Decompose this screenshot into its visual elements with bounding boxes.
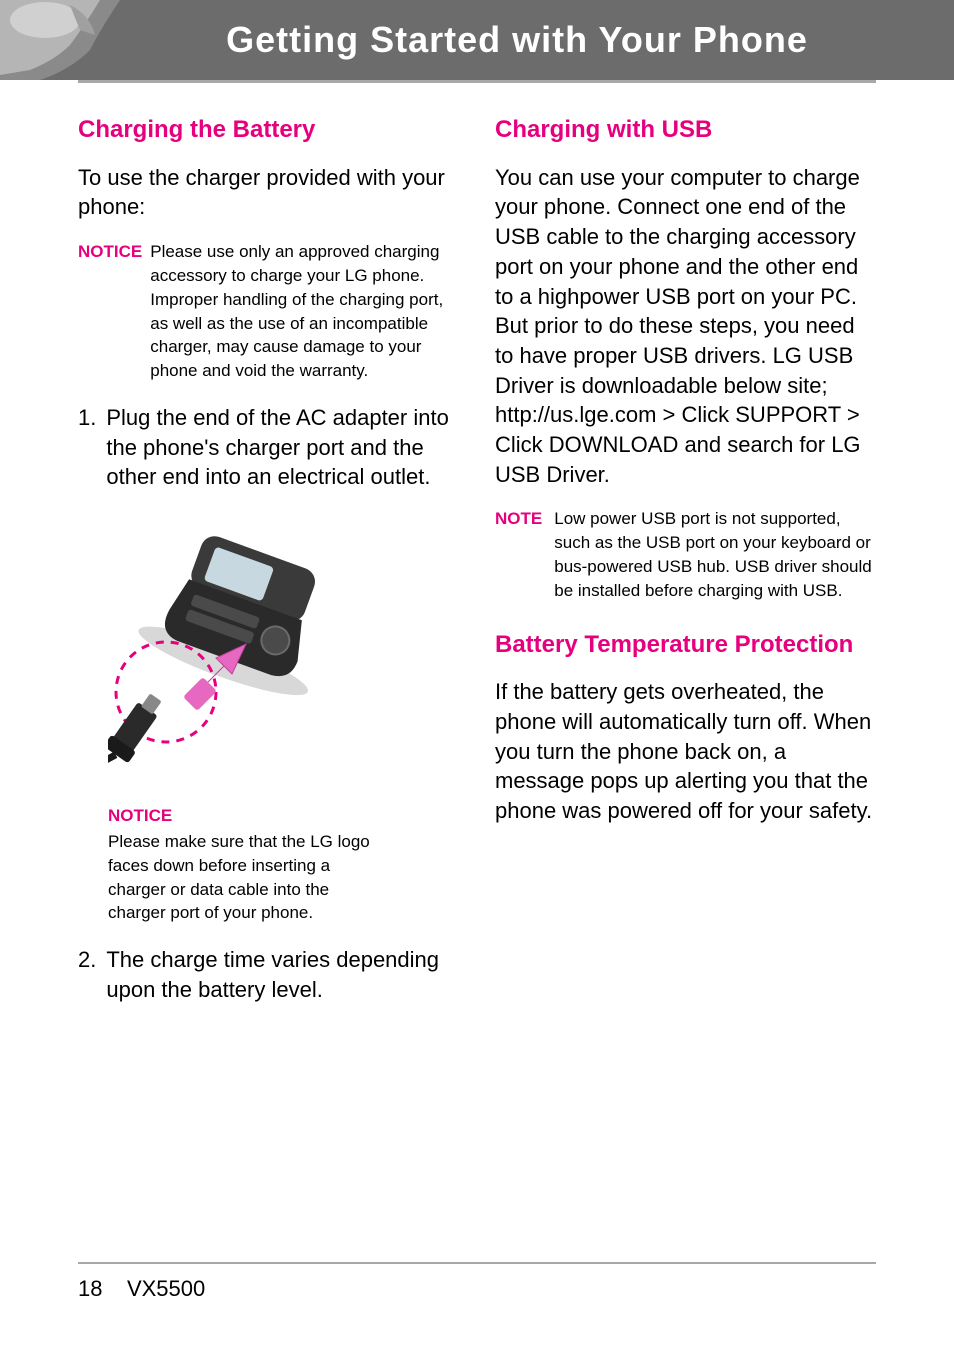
phone-charger-diagram [108, 512, 328, 797]
charging-intro: To use the charger provided with your ph… [78, 163, 459, 222]
step-2: 2. The charge time varies depending upon… [78, 945, 459, 1004]
page-header-title: Getting Started with Your Phone [146, 19, 808, 61]
charging-battery-heading: Charging the Battery [78, 116, 459, 145]
content-area: Charging the Battery To use the charger … [0, 91, 954, 1025]
left-column: Charging the Battery To use the charger … [78, 116, 459, 1025]
battery-temp-body: If the battery gets overheated, the phon… [495, 677, 876, 825]
phone-diagram-block: NOTICE Please make sure that the LG logo… [108, 512, 459, 925]
step-2-text: The charge time varies depending upon th… [106, 945, 459, 1004]
notice-block: NOTICE Please use only an approved charg… [78, 240, 459, 383]
charging-usb-heading: Charging with USB [495, 116, 876, 145]
step-1-number: 1. [78, 403, 96, 492]
model-number: VX5500 [127, 1276, 205, 1302]
note-block: NOTE Low power USB port is not supported… [495, 507, 876, 602]
notice-text: Please use only an approved charging acc… [150, 240, 459, 383]
diagram-caption: Please make sure that the LG logo faces … [108, 830, 388, 925]
diagram-notice-label: NOTICE [108, 806, 459, 826]
charging-usb-body: You can use your computer to charge your… [495, 163, 876, 490]
notice-label: NOTICE [78, 240, 142, 383]
top-rule [78, 80, 876, 91]
note-label: NOTE [495, 507, 542, 602]
step-1: 1. Plug the end of the AC adapter into t… [78, 403, 459, 492]
page-number: 18 [78, 1276, 102, 1302]
header-banner: Getting Started with Your Phone [0, 0, 954, 80]
battery-temp-heading: Battery Temperature Protection [495, 631, 876, 660]
header-decorative-image [0, 0, 180, 80]
note-text: Low power USB port is not supported, suc… [554, 507, 876, 602]
step-1-text: Plug the end of the AC adapter into the … [106, 403, 459, 492]
page-footer: 18 VX5500 [78, 1262, 876, 1302]
step-2-number: 2. [78, 945, 96, 1004]
right-column: Charging with USB You can use your compu… [495, 116, 876, 1025]
